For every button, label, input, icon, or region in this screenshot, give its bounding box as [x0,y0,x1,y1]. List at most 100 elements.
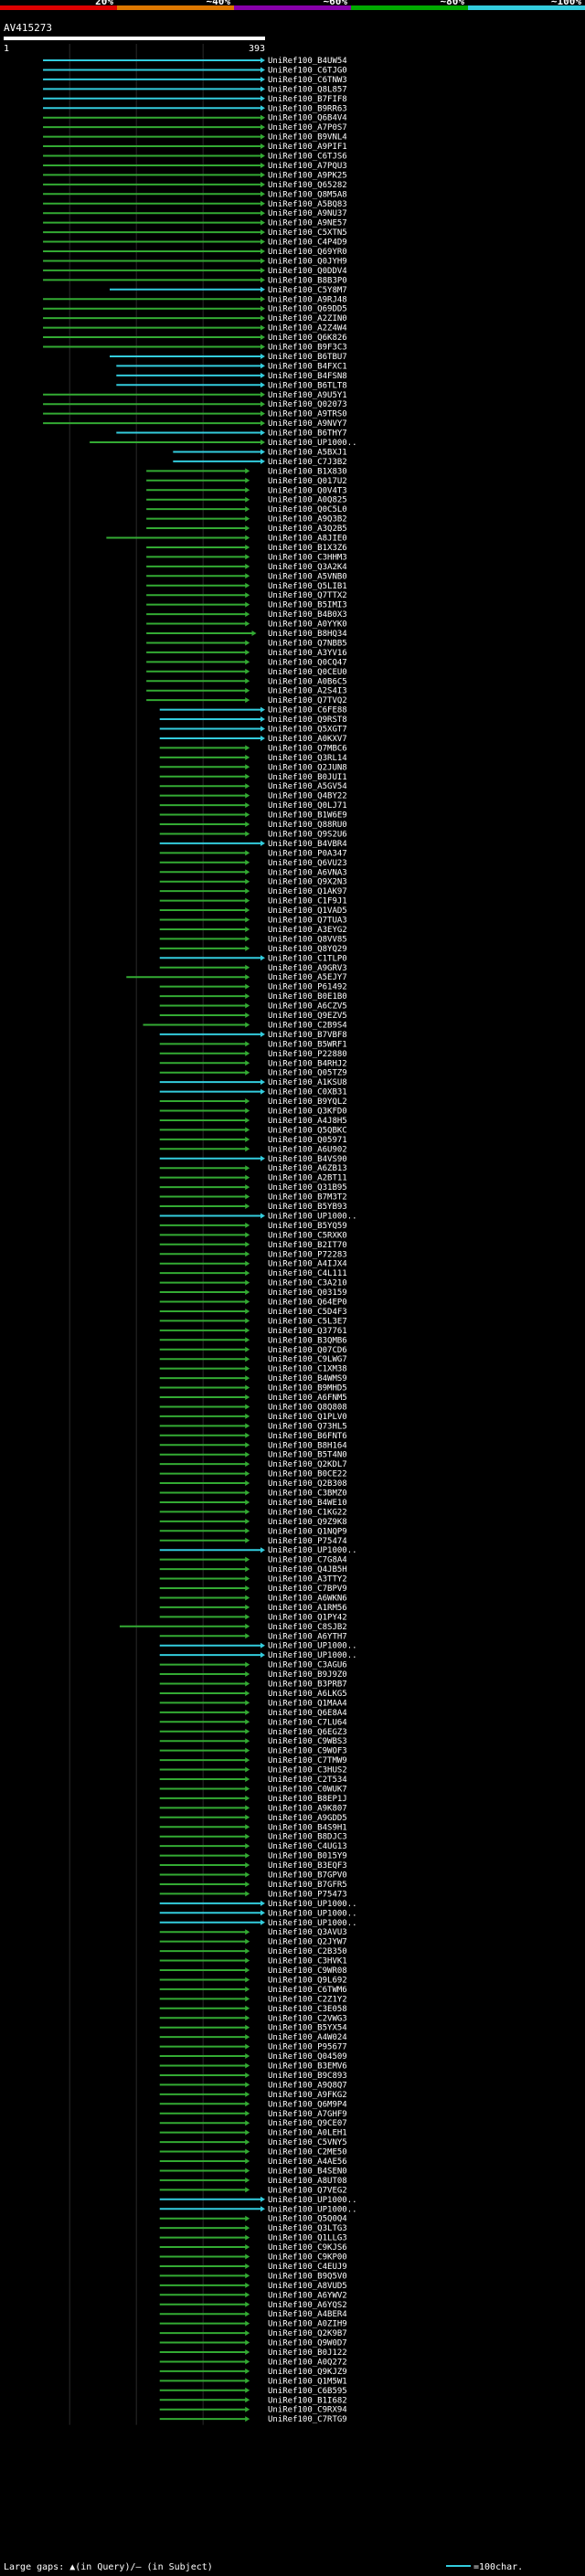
hit-label: UniRef100_Q1LLG3 [268,2234,347,2243]
hit-arrow [245,2320,250,2327]
hit-label: UniRef100_B4VS90 [268,1155,347,1164]
hit-arrow [261,219,265,226]
hit-arrow [245,878,250,885]
hit-label: UniRef100_Q5QBKC [268,1126,347,1135]
hit-label: UniRef100_Q7NBB5 [268,639,347,648]
hit-arrow [245,1881,250,1887]
hit-label: UniRef100_C2B350 [268,1947,347,1956]
hit-label: UniRef100_B0J122 [268,2348,347,2358]
hit-arrow [245,582,250,588]
hit-arrow [245,2311,250,2317]
hit-label: UniRef100_A9RJ48 [268,295,347,304]
hit-label: UniRef100_A8VUD5 [268,2282,347,2291]
hit-arrow [245,563,250,569]
hit-label: UniRef100_Q1VAD5 [268,906,347,916]
hit-label: UniRef100_B7VBF8 [268,1031,347,1040]
hit-arrow [245,1786,250,1792]
hit-label: UniRef100_A4W024 [268,2033,347,2042]
hit-label: UniRef100_Q6M9P4 [268,2100,347,2109]
scale-label: ~100% [551,0,581,7]
hit-label: UniRef100_C8SJB2 [268,1623,347,1632]
hit-label: UniRef100_Q65282 [268,181,347,190]
hit-label: UniRef100_B4S9H1 [268,1823,347,1832]
hit-arrow [245,477,250,483]
hit-label: UniRef100_C5XTN5 [268,228,347,238]
hit-arrow [245,1308,250,1314]
hit-arrow [245,601,250,608]
hit-label: UniRef100_UP1000.. [268,1909,357,1918]
hit-label: UniRef100_Q3AVU3 [268,1928,347,1937]
hit-arrow [261,58,265,63]
hit-label: UniRef100_Q9L692 [268,1976,347,1985]
hit-label: UniRef100_B4WMS9 [268,1374,347,1383]
hit-label: UniRef100_Q8Q808 [268,1403,347,1412]
hit-label: UniRef100_UP1000.. [268,1919,357,1928]
hit-arrow [261,133,265,140]
hit-arrow [245,1299,250,1305]
hit-label: UniRef100_A7GHF9 [268,2110,347,2119]
hit-arrow [245,897,250,904]
hit-label: UniRef100_Q9CE07 [268,2119,347,2128]
identity-scale-labels: 20% ~40% ~60% ~80% ~100% [95,0,581,7]
hit-arrow [245,1375,250,1382]
hit-arrow [245,2091,250,2097]
hit-arrow [245,907,250,914]
hit-label: UniRef100_B4UW54 [268,57,347,66]
hit-label: UniRef100_C5Y8M7 [268,286,347,295]
scale-segment [117,5,235,10]
hit-label: UniRef100_A3YV16 [268,649,347,658]
hit-arrow [245,1690,250,1696]
hit-arrow [245,1680,250,1687]
hit-arrow [245,1279,250,1286]
hit-arrow [245,2215,250,2221]
hit-arrow [261,324,265,331]
hit-label: UniRef100_A0KXV7 [268,735,347,744]
hit-arrow [261,410,265,417]
hit-label: UniRef100_A6U902 [268,1145,347,1154]
hit-label: UniRef100_C1F9J1 [268,897,347,906]
hit-arrow [261,181,265,187]
hit-arrow [245,611,250,618]
hit-label: UniRef100_A9TRS0 [268,410,347,419]
hit-label: UniRef100_C5L3E7 [268,1317,347,1326]
hit-arrow [261,172,265,178]
hit-arrow [245,2397,250,2403]
hit-arrow [245,917,250,923]
hit-label: UniRef100_A2ZIN0 [268,314,347,323]
hit-label: UniRef100_B0JUI1 [268,773,347,782]
hit-arrow [245,1633,250,1639]
hit-arrow [245,1002,250,1009]
scale-segment [468,5,585,10]
hit-arrow [245,649,250,655]
hit-arrow [261,458,265,464]
scale-segment [0,5,118,10]
hit-arrow [245,1833,250,1839]
hit-label: UniRef100_C0XB31 [268,1088,347,1097]
hit-label: UniRef100_C3A210 [268,1279,347,1288]
hit-label: UniRef100_C4UG13 [268,1842,347,1851]
hit-arrow [245,496,250,503]
hit-label: UniRef100_B1X830 [268,467,347,476]
hit-label: UniRef100_Q3A2K4 [268,563,347,572]
hit-arrow [261,1079,265,1086]
hit-arrow [245,764,250,770]
hit-label: UniRef100_A6LKG5 [268,1690,347,1699]
hit-label: UniRef100_Q8L857 [268,85,347,94]
hit-label: UniRef100_Q04509 [268,2052,347,2062]
hit-arrow [245,554,250,560]
hit-arrow [261,95,265,101]
hit-arrow [245,515,250,522]
hit-arrow [245,2416,250,2422]
hit-arrow [245,1098,250,1105]
hit-label: UniRef100_C9RX94 [268,2406,347,2415]
hit-label: UniRef100_Q2B308 [268,1479,347,1489]
hit-label: UniRef100_Q6E8A4 [268,1709,347,1718]
hit-label: UniRef100_UP1000.. [268,1651,357,1660]
hit-label: UniRef100_B4B0X3 [268,610,347,620]
hit-label: UniRef100_Q3LTG3 [268,2224,347,2233]
scale-segment [351,5,469,10]
hit-label: UniRef100_B3PRB7 [268,1680,347,1690]
scale-segment [234,5,352,10]
hit-label: UniRef100_Q7TTX2 [268,591,347,600]
hit-arrow [245,1327,250,1333]
